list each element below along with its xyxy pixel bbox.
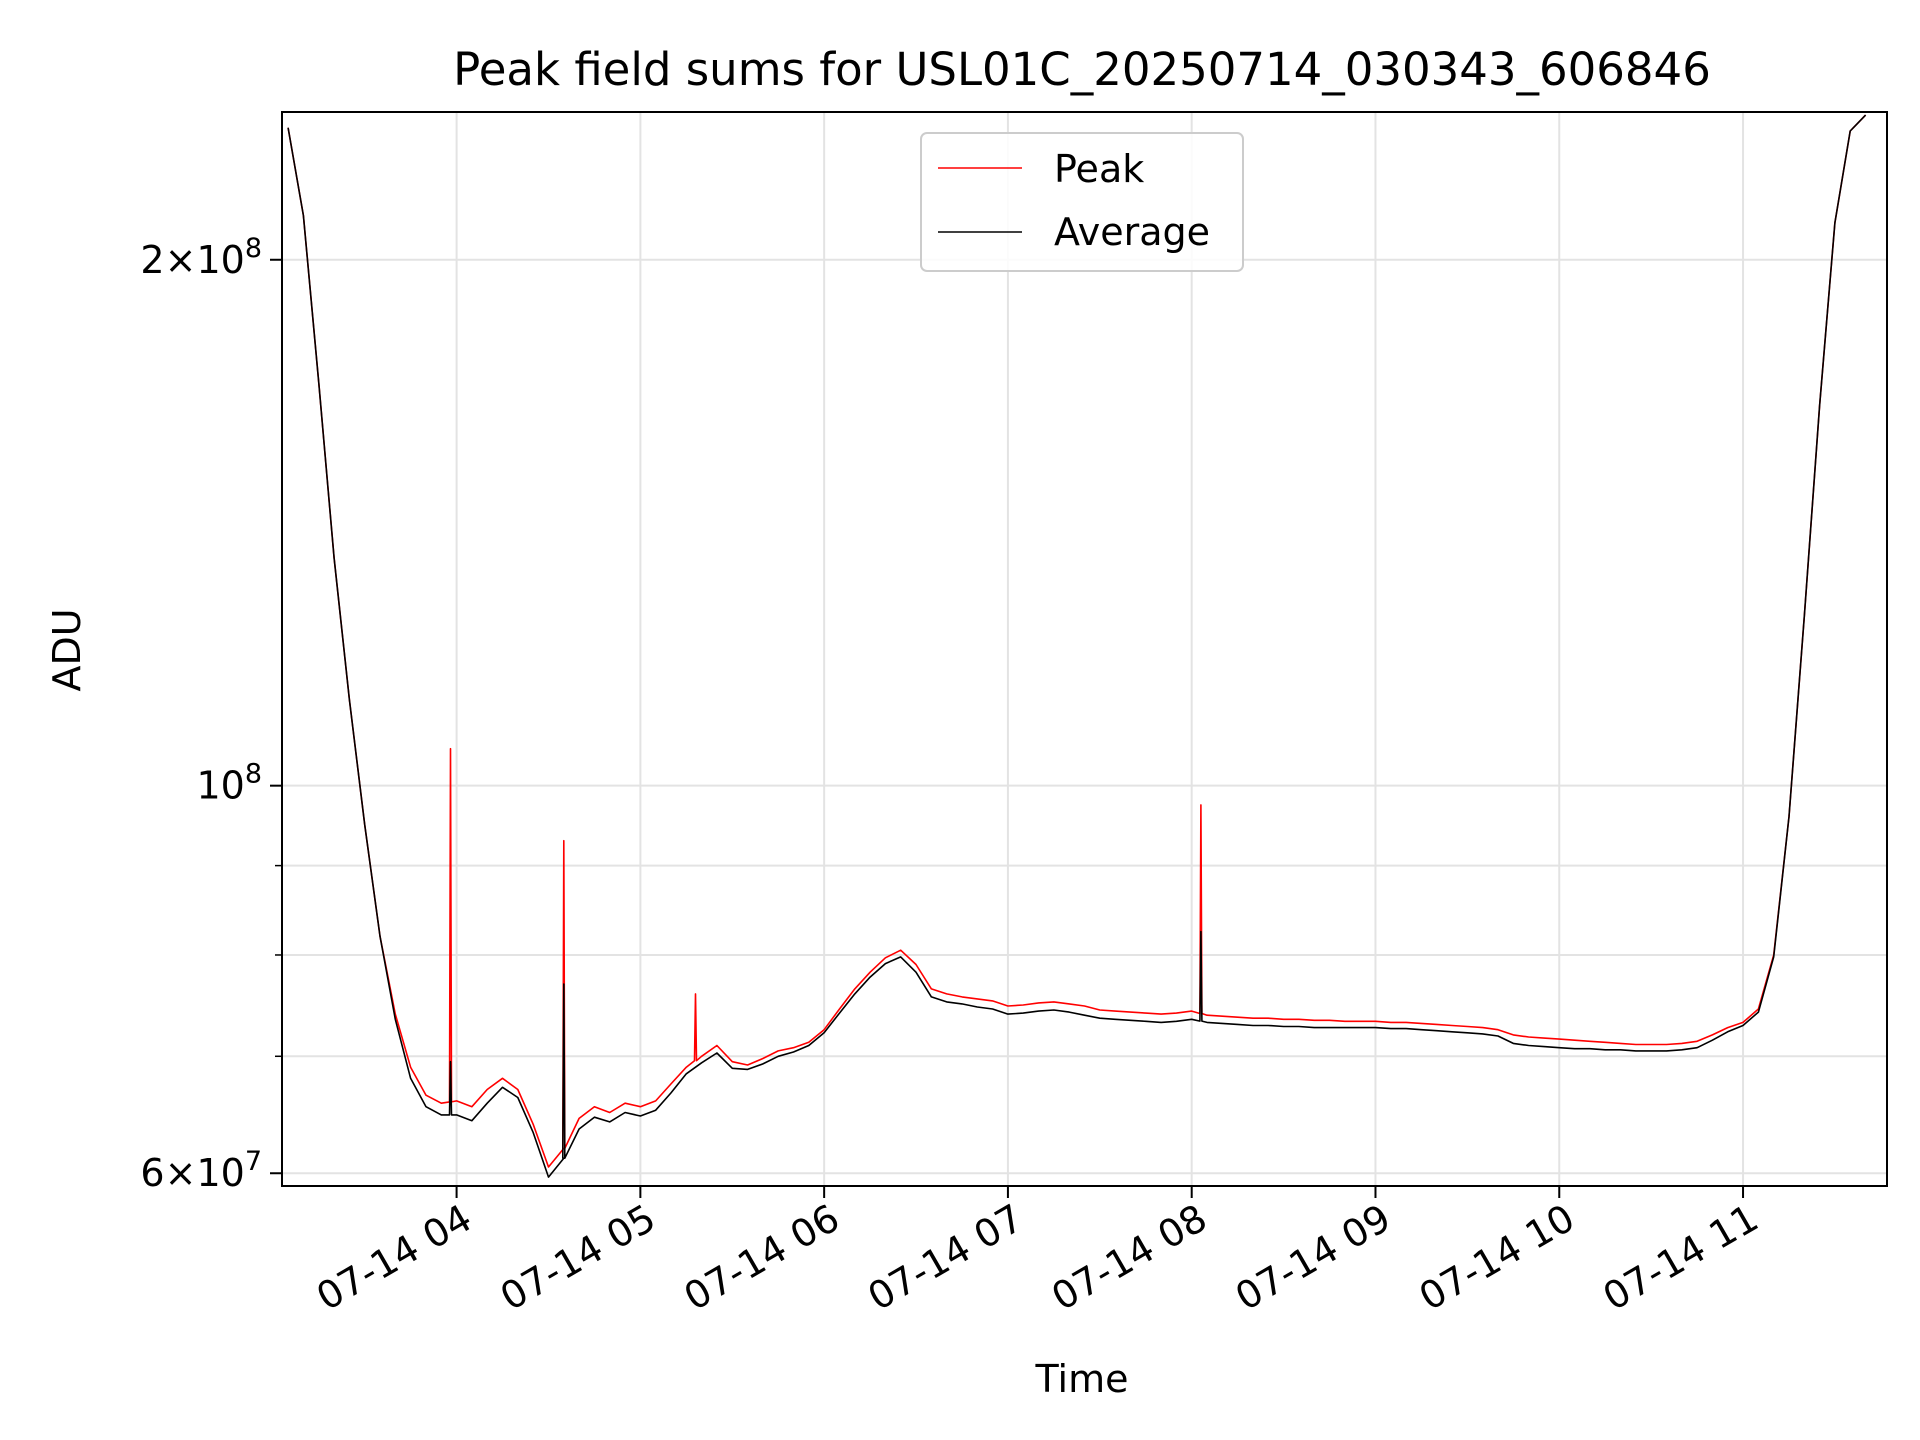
x-axis-label: Time [1035,1357,1129,1401]
chart-title: Peak field sums for USL01C_20250714_0303… [453,43,1711,96]
series-line-average [287,114,1867,1178]
series-line-peak [287,114,1867,1168]
y-tick-label: 2×108 [140,233,262,282]
series-layer [287,114,1867,1178]
plot-frame [281,111,1888,1187]
legend-label-average: Average [1054,210,1210,254]
y-tick-label: 6×107 [140,1146,262,1195]
legend-label-peak: Peak [1054,147,1144,191]
legend: Peak Average [920,132,1244,272]
y-axis-label: ADU [45,608,89,691]
y-tick-label: 108 [196,759,262,808]
